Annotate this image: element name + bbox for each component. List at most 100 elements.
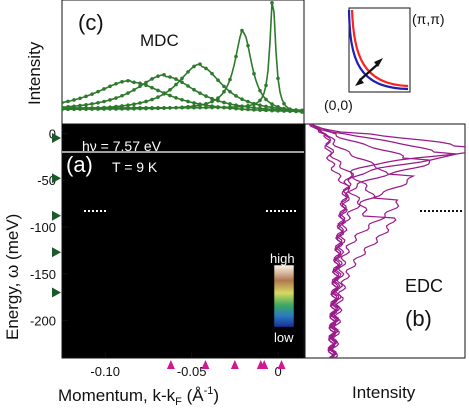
- heatmap-cell: [262, 352, 266, 356]
- heatmap-cell: [230, 324, 234, 328]
- heatmap-cell: [110, 276, 114, 280]
- heatmap-cell: [150, 280, 154, 284]
- heatmap-cell: [254, 128, 258, 132]
- heatmap-cell: [218, 356, 222, 358]
- heatmap-cell: [186, 192, 190, 196]
- heatmap-cell: [230, 196, 234, 200]
- heatmap-cell: [274, 336, 278, 340]
- heatmap-cell: [170, 148, 174, 152]
- heatmap-cell: [142, 240, 146, 244]
- heatmap-cell: [230, 328, 234, 332]
- heatmap-cell: [270, 288, 274, 292]
- heatmap-cell: [114, 264, 118, 268]
- heatmap-cell: [198, 292, 202, 296]
- heatmap-cell: [190, 344, 194, 348]
- heatmap-cell: [118, 256, 122, 260]
- heatmap-cell: [254, 152, 258, 156]
- heatmap-cell: [130, 168, 134, 172]
- heatmap-cell: [146, 284, 150, 288]
- heatmap-cell: [222, 340, 226, 344]
- heatmap-cell: [126, 156, 130, 160]
- heatmap-cell: [62, 244, 66, 248]
- heatmap-cell: [202, 256, 206, 260]
- heatmap-cell: [158, 340, 162, 344]
- heatmap-cell: [114, 316, 118, 320]
- heatmap-cell: [282, 256, 286, 260]
- heatmap-cell: [178, 320, 182, 324]
- heatmap-cell: [262, 196, 266, 200]
- heatmap-cell: [102, 144, 106, 148]
- heatmap-cell: [106, 180, 110, 184]
- heatmap-cell: [142, 160, 146, 164]
- heatmap-cell: [62, 184, 66, 188]
- heatmap-cell: [142, 264, 146, 268]
- heatmap-cell: [94, 296, 98, 300]
- heatmap-cell: [234, 324, 238, 328]
- heatmap-cell: [74, 348, 78, 352]
- heatmap-cell: [118, 244, 122, 248]
- heatmap-cell: [126, 336, 130, 340]
- heatmap-cell: [290, 200, 294, 204]
- heatmap-cell: [122, 196, 126, 200]
- heatmap-cell: [122, 188, 126, 192]
- heatmap-cell: [170, 144, 174, 148]
- heatmap-cell: [146, 332, 150, 336]
- heatmap-cell: [210, 264, 214, 268]
- heatmap-cell: [62, 292, 66, 296]
- heatmap-cell: [154, 196, 158, 200]
- heatmap-cell: [206, 312, 210, 316]
- heatmap-cell: [102, 232, 106, 236]
- heatmap-cell: [106, 140, 110, 144]
- heatmap-cell: [186, 236, 190, 240]
- heatmap-cell: [106, 244, 110, 248]
- heatmap-cell: [110, 244, 114, 248]
- heatmap-cell: [118, 124, 122, 128]
- heatmap-cell: [102, 156, 106, 160]
- heatmap-cell: [242, 240, 246, 244]
- heatmap-cell: [114, 308, 118, 312]
- heatmap-cell: [78, 356, 82, 358]
- heatmap-cell: [278, 180, 282, 184]
- heatmap-cell: [70, 356, 74, 358]
- heatmap-cell: [90, 228, 94, 232]
- heatmap-cell: [142, 352, 146, 356]
- heatmap-cell: [218, 332, 222, 336]
- heatmap-cell: [302, 252, 304, 256]
- heatmap-cell: [302, 156, 304, 160]
- heatmap-cell: [154, 332, 158, 336]
- heatmap-cell: [218, 252, 222, 256]
- heatmap-cell: [106, 320, 110, 324]
- heatmap-cell: [150, 200, 154, 204]
- heatmap-cell: [238, 356, 242, 358]
- heatmap-cell: [234, 164, 238, 168]
- heatmap-cell: [162, 188, 166, 192]
- heatmap-cell: [62, 136, 66, 140]
- heatmap-cell: [118, 212, 122, 216]
- heatmap-cell: [166, 204, 170, 208]
- heatmap-cell: [134, 276, 138, 280]
- heatmap-cell: [166, 340, 170, 344]
- heatmap-cell: [262, 208, 266, 212]
- heatmap-cell: [254, 260, 258, 264]
- energy-tick-label: -100: [30, 220, 56, 235]
- heatmap-cell: [146, 300, 150, 304]
- heatmap-cell: [250, 148, 254, 152]
- heatmap-cell: [182, 264, 186, 268]
- heatmap-cell: [294, 344, 298, 348]
- heatmap-cell: [82, 232, 86, 236]
- heatmap-cell: [154, 184, 158, 188]
- heatmap-cell: [290, 152, 294, 156]
- heatmap-cell: [186, 244, 190, 248]
- heatmap-cell: [178, 272, 182, 276]
- heatmap-cell: [126, 256, 130, 260]
- heatmap-cell: [106, 240, 110, 244]
- heatmap-cell: [250, 164, 254, 168]
- heatmap-cell: [250, 320, 254, 324]
- heatmap-cell: [114, 328, 118, 332]
- heatmap-cell: [66, 300, 70, 304]
- heatmap-cell: [222, 188, 226, 192]
- heatmap-cell: [182, 176, 186, 180]
- heatmap-cell: [122, 140, 126, 144]
- heatmap-cell: [230, 304, 234, 308]
- heatmap-cell: [110, 124, 114, 128]
